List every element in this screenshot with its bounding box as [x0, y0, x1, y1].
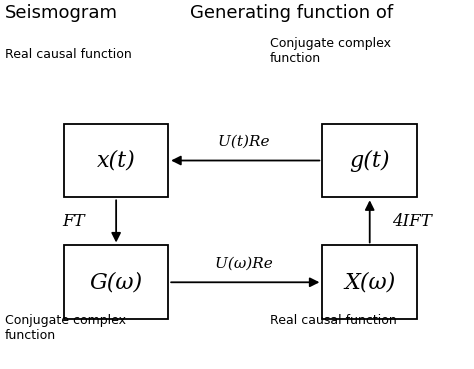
- Text: Conjugate complex
function: Conjugate complex function: [270, 37, 391, 65]
- Text: U(t)​Re: U(t)​Re: [219, 135, 270, 149]
- FancyBboxPatch shape: [64, 245, 168, 319]
- Text: Real causal function: Real causal function: [270, 314, 397, 327]
- FancyBboxPatch shape: [64, 124, 168, 197]
- Text: Real causal function: Real causal function: [5, 48, 131, 61]
- Text: X(ω): X(ω): [344, 271, 395, 293]
- FancyBboxPatch shape: [322, 245, 417, 319]
- Text: U(ω)​Re: U(ω)​Re: [215, 257, 273, 271]
- Text: Seismogram: Seismogram: [5, 4, 118, 22]
- Text: Generating function of: Generating function of: [190, 4, 393, 22]
- Text: g(t): g(t): [349, 149, 390, 172]
- Text: x(t): x(t): [97, 149, 136, 172]
- FancyBboxPatch shape: [322, 124, 417, 197]
- Text: FT: FT: [62, 213, 85, 230]
- Text: G(ω): G(ω): [90, 271, 143, 293]
- Text: 4IFT: 4IFT: [392, 213, 432, 230]
- Text: Conjugate complex
function: Conjugate complex function: [5, 314, 126, 342]
